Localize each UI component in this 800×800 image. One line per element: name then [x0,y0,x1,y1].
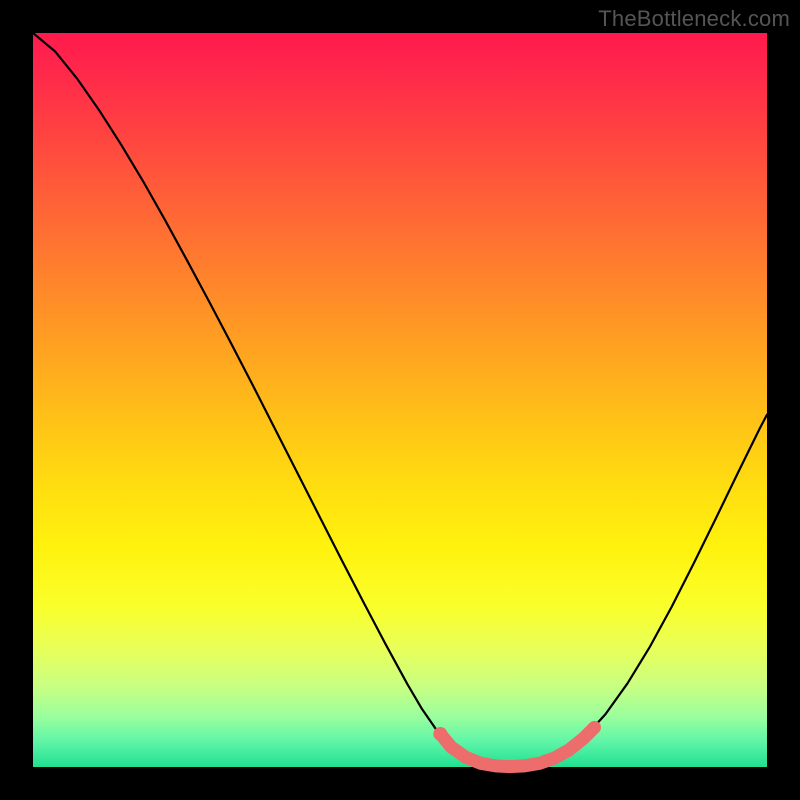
chart-container: TheBottleneck.com [0,0,800,800]
watermark-label: TheBottleneck.com [598,6,790,32]
plot-background [33,33,767,767]
bottleneck-chart [0,0,800,800]
